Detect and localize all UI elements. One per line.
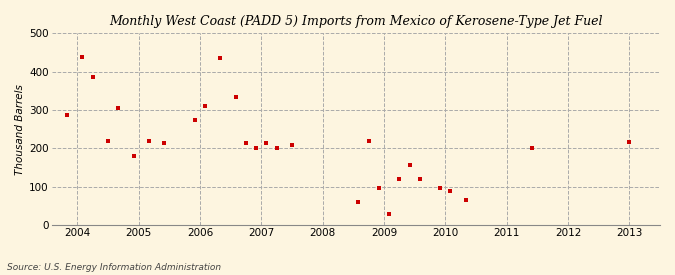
Point (144, 139, 155, 143)
Point (435, 186, 446, 190)
Point (374, 186, 385, 190)
Point (159, 141, 170, 145)
Point (460, 198, 471, 202)
Point (624, 139, 634, 144)
Point (128, 154, 139, 158)
Text: Source: U.S. Energy Information Administration: Source: U.S. Energy Information Administ… (7, 263, 221, 272)
Point (404, 163, 415, 167)
Title: Monthly West Coast (PADD 5) Imports from Mexico of Kerosene-Type Jet Fuel: Monthly West Coast (PADD 5) Imports from… (109, 15, 603, 28)
Point (230, 94, 241, 99)
Point (261, 141, 271, 145)
Point (414, 177, 425, 182)
Point (287, 142, 298, 147)
Point (353, 200, 364, 204)
Point (445, 189, 456, 194)
Point (87, 75, 98, 80)
Point (394, 177, 405, 182)
Point (271, 146, 282, 151)
Point (383, 211, 394, 216)
Point (61, 112, 72, 117)
Point (251, 146, 262, 151)
Y-axis label: Thousand Barrels: Thousand Barrels (15, 84, 25, 175)
Point (527, 146, 538, 151)
Point (363, 139, 374, 143)
Point (113, 106, 124, 110)
Point (77, 55, 88, 59)
Point (215, 56, 225, 60)
Point (103, 139, 113, 143)
Point (240, 141, 251, 145)
Point (190, 117, 200, 122)
Point (200, 104, 211, 108)
